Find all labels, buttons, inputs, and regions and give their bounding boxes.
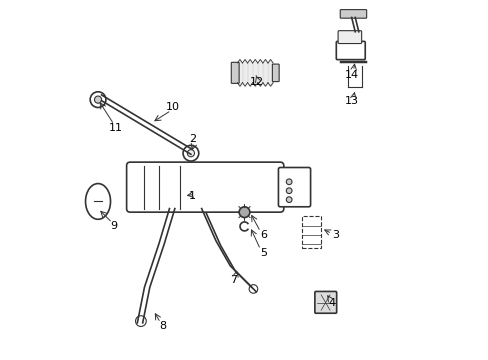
Text: 3: 3 [331, 230, 338, 240]
Text: 9: 9 [110, 221, 118, 231]
FancyBboxPatch shape [126, 162, 283, 212]
Circle shape [183, 145, 198, 161]
FancyBboxPatch shape [278, 167, 310, 207]
Text: 6: 6 [260, 230, 267, 240]
Circle shape [94, 96, 102, 103]
FancyBboxPatch shape [314, 292, 336, 313]
Text: 7: 7 [230, 275, 237, 285]
Text: 11: 11 [109, 123, 122, 133]
Text: 8: 8 [159, 321, 165, 332]
FancyBboxPatch shape [336, 41, 365, 60]
Text: 2: 2 [189, 134, 196, 144]
Text: 12: 12 [249, 77, 264, 87]
Text: 5: 5 [260, 248, 267, 258]
Circle shape [187, 150, 194, 157]
Text: 14: 14 [344, 69, 358, 80]
Circle shape [285, 188, 291, 194]
Circle shape [285, 179, 291, 185]
FancyBboxPatch shape [272, 64, 279, 82]
Text: 13: 13 [344, 96, 358, 107]
Text: 1: 1 [189, 191, 196, 201]
Text: 10: 10 [166, 102, 180, 112]
Circle shape [285, 197, 291, 203]
Bar [301, 216, 321, 248]
FancyBboxPatch shape [231, 62, 239, 84]
Circle shape [248, 285, 257, 293]
FancyBboxPatch shape [340, 10, 366, 18]
Circle shape [239, 207, 249, 217]
Circle shape [90, 92, 106, 108]
FancyBboxPatch shape [337, 31, 361, 44]
Text: 4: 4 [328, 298, 335, 308]
Circle shape [135, 316, 146, 327]
